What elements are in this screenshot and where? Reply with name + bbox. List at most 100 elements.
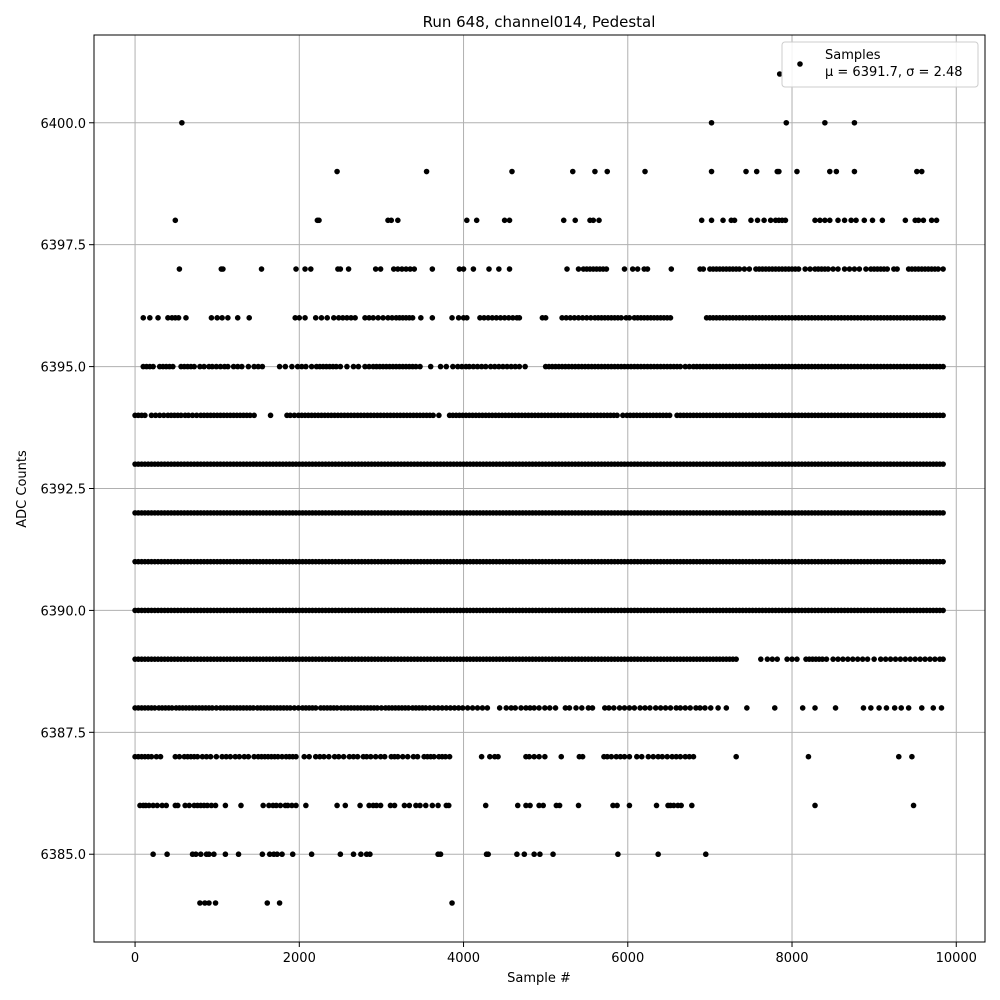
- data-point: [859, 656, 866, 662]
- data-point: [302, 315, 308, 321]
- data-point: [227, 753, 234, 760]
- data-point: [348, 315, 354, 321]
- data-point: [812, 217, 818, 224]
- data-point: [527, 705, 533, 711]
- data-point: [611, 705, 617, 711]
- data-point: [540, 802, 546, 809]
- data-point: [437, 851, 444, 858]
- data-point: [914, 168, 920, 175]
- data-point: [366, 802, 372, 809]
- data-point: [399, 753, 406, 760]
- data-point: [388, 217, 395, 224]
- data-point: [626, 802, 633, 809]
- data-point: [209, 363, 216, 370]
- data-point: [334, 802, 340, 809]
- data-point: [207, 753, 214, 760]
- data-point: [380, 315, 386, 321]
- data-point: [235, 851, 242, 858]
- data-point: [509, 168, 515, 175]
- data-point: [501, 217, 508, 224]
- data-point: [536, 753, 542, 760]
- legend-series-name: Samples: [825, 48, 881, 63]
- data-point: [197, 851, 204, 858]
- data-point: [670, 802, 677, 809]
- data-point: [422, 802, 429, 809]
- data-point: [805, 753, 812, 760]
- data-point: [637, 705, 643, 711]
- data-point: [354, 753, 361, 760]
- data-point: [575, 802, 582, 809]
- data-point: [366, 315, 372, 321]
- data-point: [940, 363, 946, 370]
- data-point: [518, 705, 524, 711]
- data-point: [833, 168, 840, 175]
- data-point: [220, 266, 226, 272]
- data-point: [407, 266, 413, 272]
- data-point: [409, 315, 416, 321]
- data-point: [182, 802, 188, 809]
- data-point: [682, 753, 689, 760]
- data-point: [209, 705, 216, 711]
- data-point: [212, 802, 219, 809]
- data-point: [183, 315, 189, 321]
- data-point: [868, 705, 874, 711]
- data-point: [486, 266, 492, 272]
- data-point: [148, 753, 155, 760]
- data-point: [907, 656, 914, 662]
- data-point: [186, 802, 193, 809]
- data-point: [163, 802, 170, 809]
- data-point: [482, 363, 489, 370]
- data-point: [764, 656, 771, 662]
- data-point: [861, 217, 868, 224]
- data-point: [484, 705, 491, 711]
- data-point: [442, 753, 449, 760]
- data-point: [621, 705, 628, 711]
- data-point: [687, 705, 693, 711]
- data-point: [689, 802, 695, 809]
- data-point: [340, 753, 347, 760]
- data-point: [378, 705, 385, 711]
- data-point: [150, 363, 156, 370]
- data-point: [285, 802, 291, 809]
- data-point: [157, 753, 164, 760]
- data-point: [761, 217, 767, 224]
- data-point: [678, 802, 684, 809]
- data-point: [154, 802, 161, 809]
- data-point: [276, 363, 283, 370]
- data-point: [531, 753, 537, 760]
- data-point: [293, 266, 299, 272]
- data-point: [506, 266, 513, 272]
- data-point: [569, 168, 576, 175]
- data-point: [151, 705, 158, 711]
- data-point: [443, 363, 450, 370]
- data-point: [176, 753, 183, 760]
- data-point: [876, 705, 882, 711]
- data-point: [306, 753, 312, 760]
- data-point: [626, 315, 633, 321]
- data-point: [245, 753, 252, 760]
- data-point: [615, 851, 621, 858]
- data-point: [835, 266, 841, 272]
- data-point: [629, 266, 636, 272]
- data-point: [940, 607, 946, 614]
- data-point: [516, 363, 523, 370]
- data-point: [618, 315, 625, 321]
- data-point: [344, 315, 350, 321]
- data-point: [686, 363, 693, 370]
- data-point: [333, 363, 340, 370]
- data-point: [411, 266, 418, 272]
- data-point: [514, 802, 521, 809]
- x-tick-label: 6000: [611, 951, 644, 966]
- data-point: [664, 753, 670, 760]
- data-point: [902, 656, 909, 662]
- data-point: [526, 753, 533, 760]
- data-point: [346, 753, 353, 760]
- data-point: [172, 753, 179, 760]
- data-point: [373, 802, 380, 809]
- data-points: [132, 71, 946, 906]
- data-point: [918, 705, 925, 711]
- data-point: [437, 363, 444, 370]
- data-point: [185, 412, 192, 419]
- data-point: [564, 266, 570, 272]
